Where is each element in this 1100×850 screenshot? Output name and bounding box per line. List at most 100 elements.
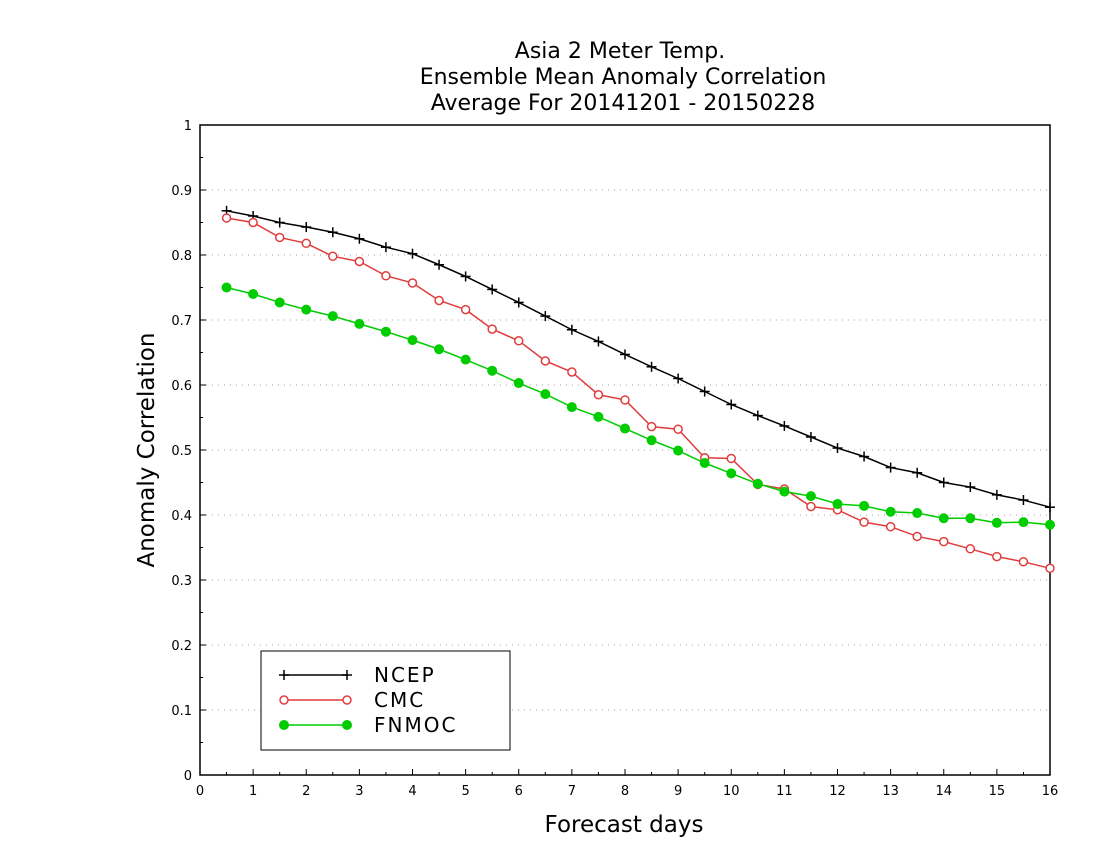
x-tick-label-6: 6 <box>515 784 523 799</box>
title-line-2: Ensemble Mean Anomaly Correlation <box>420 65 827 90</box>
legend-entry-fnmoc: FNMOC <box>279 713 457 737</box>
y-tick-label-2: 0.2 <box>171 639 192 654</box>
point-fnmoc-19 <box>726 468 737 479</box>
point-fnmoc-16 <box>646 435 657 446</box>
point-ncep-7 <box>407 248 418 259</box>
point-ncep-30 <box>1018 495 1029 506</box>
point-ncep-26 <box>912 467 923 478</box>
point-fnmoc-28 <box>965 513 976 524</box>
x-tick-label-14: 14 <box>935 784 952 799</box>
point-cmc-30 <box>1018 557 1029 567</box>
y-axis-label: Anomaly Correlation <box>134 332 160 567</box>
point-fnmoc-12 <box>540 389 551 400</box>
point-fnmoc-31 <box>1045 519 1055 530</box>
legend-marker-end-fnmoc <box>342 720 352 730</box>
legend-entry-cmc: CMC <box>279 688 423 712</box>
point-cmc-11 <box>514 336 524 346</box>
point-cmc-14 <box>593 390 604 400</box>
chart-title: Asia 2 Meter Temp. Ensemble Mean Anomaly… <box>420 39 827 116</box>
point-fnmoc-15 <box>620 423 630 434</box>
x-tick-label-9: 9 <box>674 784 682 799</box>
x-tick-label-16: 16 <box>1042 784 1059 799</box>
point-ncep-11 <box>513 297 524 308</box>
point-fnmoc-24 <box>859 500 870 511</box>
legend-marker-start-cmc <box>279 695 289 705</box>
point-cmc-29 <box>992 551 1002 562</box>
point-ncep-14 <box>593 336 604 347</box>
point-cmc-9 <box>460 304 471 315</box>
x-tick-label-3: 3 <box>355 784 363 799</box>
legend-marker-start-fnmoc <box>279 720 289 730</box>
y-tick-label-6: 0.6 <box>171 379 192 394</box>
point-fnmoc-25 <box>885 506 896 517</box>
point-fnmoc-17 <box>673 445 684 456</box>
point-ncep-20 <box>752 410 763 421</box>
point-fnmoc-8 <box>434 344 445 355</box>
y-tick-label-9: 0.9 <box>171 184 192 199</box>
point-ncep-16 <box>646 361 657 372</box>
title-line-1: Asia 2 Meter Temp. <box>515 39 725 64</box>
series-fnmoc <box>221 282 1055 530</box>
point-fnmoc-10 <box>487 365 498 376</box>
y-tick-label-7: 0.7 <box>171 314 192 329</box>
x-tick-label-15: 15 <box>989 784 1006 799</box>
legend-marker-start-ncep <box>279 670 289 680</box>
y-tick-label-1: 0.1 <box>171 704 192 719</box>
series-line-ncep <box>226 210 1051 508</box>
point-cmc-24 <box>859 517 869 527</box>
point-cmc-19 <box>726 453 736 464</box>
point-fnmoc-9 <box>460 354 471 365</box>
y-tick-label-0: 0 <box>184 769 192 784</box>
point-fnmoc-4 <box>327 311 338 322</box>
point-fnmoc-0 <box>221 282 232 293</box>
point-ncep-15 <box>620 349 630 360</box>
point-ncep-21 <box>779 420 790 431</box>
point-ncep-23 <box>832 443 843 454</box>
point-cmc-2 <box>274 232 285 243</box>
point-ncep-29 <box>991 489 1002 500</box>
point-cmc-6 <box>381 271 391 281</box>
y-tick-label-5: 0.5 <box>171 444 192 459</box>
x-tick-label-13: 13 <box>882 784 899 799</box>
x-tick-label-10: 10 <box>723 784 740 799</box>
point-fnmoc-3 <box>301 304 312 315</box>
point-fnmoc-20 <box>752 478 763 489</box>
point-fnmoc-11 <box>513 378 524 389</box>
point-ncep-6 <box>380 242 391 253</box>
point-cmc-17 <box>673 424 683 434</box>
series-line-fnmoc <box>226 286 1051 526</box>
y-tick-label-3: 0.3 <box>171 574 192 589</box>
point-cmc-13 <box>567 367 577 377</box>
point-fnmoc-2 <box>274 297 285 308</box>
point-cmc-7 <box>407 278 418 288</box>
point-cmc-0 <box>221 213 232 223</box>
point-cmc-31 <box>1045 563 1055 574</box>
point-cmc-10 <box>487 324 497 334</box>
point-fnmoc-1 <box>248 289 259 299</box>
legend-label-fnmoc: FNMOC <box>374 713 457 737</box>
point-cmc-3 <box>301 238 311 249</box>
point-ncep-9 <box>460 271 471 282</box>
point-ncep-22 <box>805 432 816 442</box>
legend-marker-end-cmc <box>342 695 352 705</box>
series-layer <box>221 205 1055 574</box>
point-ncep-27 <box>938 477 949 488</box>
x-tick-label-8: 8 <box>621 784 629 799</box>
point-cmc-1 <box>248 217 258 228</box>
point-fnmoc-5 <box>354 318 365 329</box>
point-ncep-25 <box>885 462 896 473</box>
point-fnmoc-30 <box>1018 517 1029 528</box>
point-cmc-25 <box>885 521 896 532</box>
point-cmc-4 <box>328 251 338 262</box>
point-fnmoc-18 <box>699 458 710 468</box>
y-tick-label-10: 1 <box>184 119 192 134</box>
point-ncep-18 <box>699 386 710 397</box>
point-ncep-4 <box>327 227 338 238</box>
x-tick-label-7: 7 <box>568 784 576 799</box>
y-tick-label-4: 0.4 <box>171 509 192 524</box>
x-tick-label-5: 5 <box>461 784 469 799</box>
point-ncep-17 <box>673 373 684 384</box>
point-ncep-8 <box>434 259 445 270</box>
point-fnmoc-29 <box>991 517 1002 528</box>
point-ncep-31 <box>1045 502 1055 513</box>
